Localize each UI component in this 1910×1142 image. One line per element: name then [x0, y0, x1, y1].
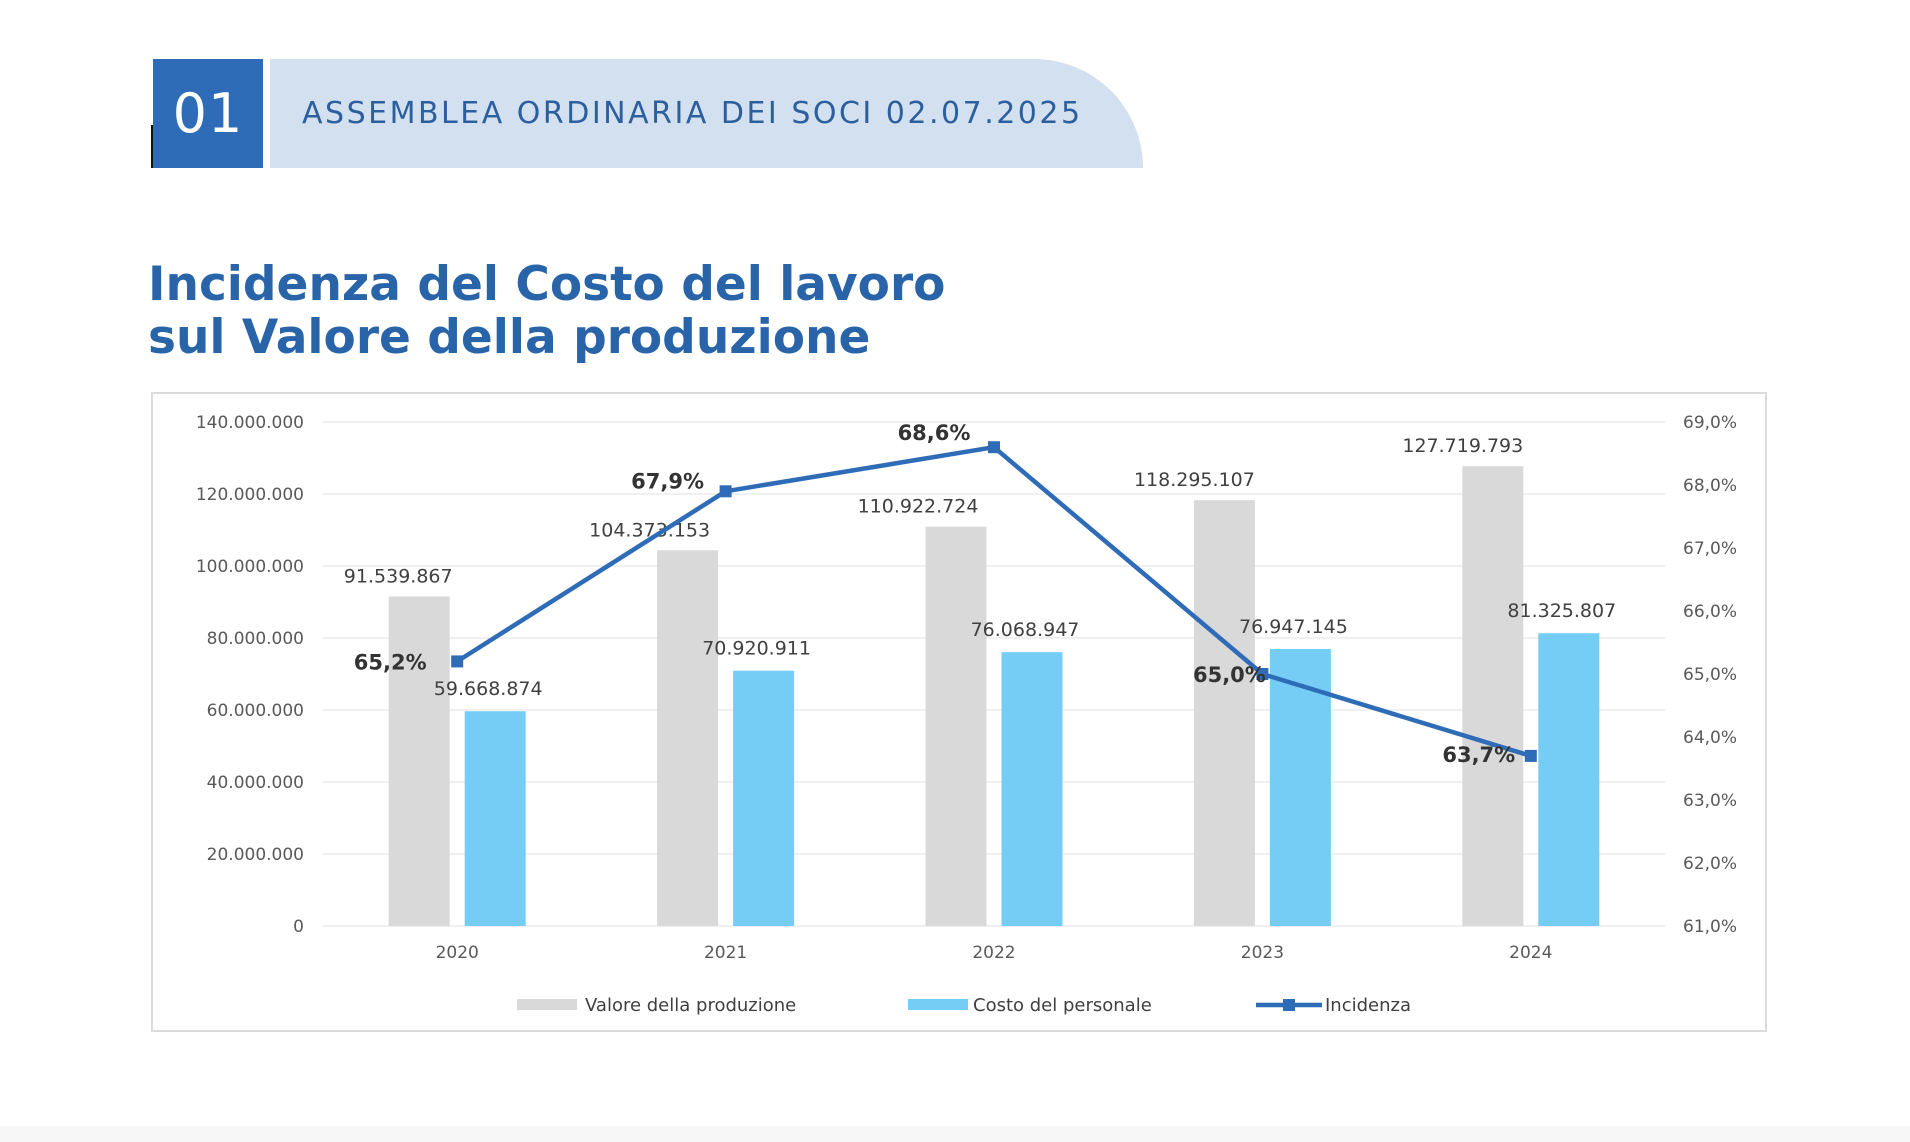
bar-costo-del-personale [1001, 652, 1063, 926]
bar-costo-del-personale [733, 670, 795, 926]
bar-costo-del-personale [1538, 633, 1600, 926]
bar-costo-del-personale [464, 711, 526, 926]
section-number: 01 [153, 59, 263, 168]
y-tick-left: 40.000.000 [207, 773, 304, 793]
x-tick: 2022 [972, 943, 1015, 963]
y-tick-left: 0 [293, 917, 304, 937]
data-label-incidenza: 65,0% [1193, 663, 1266, 687]
legend-label-costo: Costo del personale [973, 995, 1152, 1016]
bar-valore-della-produzione [657, 550, 719, 926]
y-tick-left: 120.000.000 [196, 485, 304, 505]
y-tick-right: 62,0% [1683, 854, 1737, 874]
legend-swatch-valore [517, 999, 577, 1010]
y-tick-right: 64,0% [1683, 728, 1737, 748]
data-label-costo: 81.325.807 [1507, 600, 1616, 622]
y-tick-right: 68,0% [1683, 476, 1737, 496]
bar-valore-della-produzione [388, 596, 450, 926]
y-tick-left: 140.000.000 [196, 413, 304, 433]
data-label-incidenza: 65,2% [354, 650, 427, 674]
data-label-valore: 127.719.793 [1402, 435, 1523, 457]
slide-header: 01 ASSEMBLEA ORDINARIA DEI SOCI 02.07.20… [151, 59, 1143, 168]
y-tick-left: 60.000.000 [207, 701, 304, 721]
data-label-valore: 91.539.867 [344, 565, 453, 587]
footer-strip [0, 1126, 1910, 1142]
header-banner: ASSEMBLEA ORDINARIA DEI SOCI 02.07.2025 [270, 59, 1143, 168]
data-label-incidenza: 63,7% [1442, 743, 1515, 767]
legend-swatch-costo [908, 999, 968, 1010]
title-line-2: sul Valore della produzione [148, 310, 871, 365]
x-tick: 2023 [1241, 943, 1284, 963]
legend-marker-incidenza [1283, 999, 1295, 1011]
legend-label-valore: Valore della produzione [585, 995, 796, 1016]
header-tick [151, 125, 154, 168]
data-label-valore: 104.373.153 [589, 519, 710, 541]
page-title: Incidenza del Costo del lavoro sul Valor… [148, 258, 945, 364]
title-line-1: Incidenza del Costo del lavoro [148, 257, 946, 312]
y-tick-right: 63,0% [1683, 791, 1737, 811]
marker-incidenza [1256, 668, 1269, 680]
data-label-valore: 118.295.107 [1134, 469, 1255, 491]
y-tick-right: 66,0% [1683, 602, 1737, 622]
x-tick: 2021 [704, 943, 747, 963]
x-tick: 2020 [436, 943, 479, 963]
data-label-incidenza: 67,9% [631, 469, 704, 493]
y-tick-right: 67,0% [1683, 539, 1737, 559]
data-label-costo: 76.068.947 [971, 619, 1080, 641]
marker-incidenza [988, 441, 1000, 454]
y-tick-right: 65,0% [1683, 665, 1737, 685]
marker-incidenza [719, 485, 732, 498]
bar-valore-della-produzione [1193, 500, 1255, 926]
bar-costo-del-personale [1269, 648, 1331, 926]
legend-label-incidenza: Incidenza [1325, 995, 1411, 1016]
data-label-costo: 59.668.874 [434, 678, 543, 700]
data-label-incidenza: 68,6% [898, 421, 971, 445]
data-label-costo: 76.947.145 [1239, 616, 1348, 638]
chart-frame: 0 20.000.000 40.000.000 60.000.000 80.000.00… [151, 392, 1767, 1032]
data-label-valore: 110.922.724 [858, 496, 979, 518]
x-tick: 2024 [1509, 943, 1552, 963]
bar-valore-della-produzione [925, 526, 987, 926]
y-tick-left: 80.000.000 [207, 629, 304, 649]
marker-incidenza [1524, 749, 1537, 762]
bar-valore-della-produzione [1462, 466, 1524, 926]
data-label-costo: 70.920.911 [702, 638, 811, 660]
banner-text: ASSEMBLEA ORDINARIA DEI SOCI 02.07.2025 [302, 96, 1083, 131]
y-tick-right: 69,0% [1683, 413, 1737, 433]
y-tick-right: 61,0% [1683, 917, 1737, 937]
y-tick-left: 20.000.000 [207, 845, 304, 865]
marker-incidenza [451, 655, 464, 668]
chart: 0 20.000.000 40.000.000 60.000.000 80.000.00… [196, 413, 1737, 1016]
y-tick-left: 100.000.000 [196, 557, 304, 577]
